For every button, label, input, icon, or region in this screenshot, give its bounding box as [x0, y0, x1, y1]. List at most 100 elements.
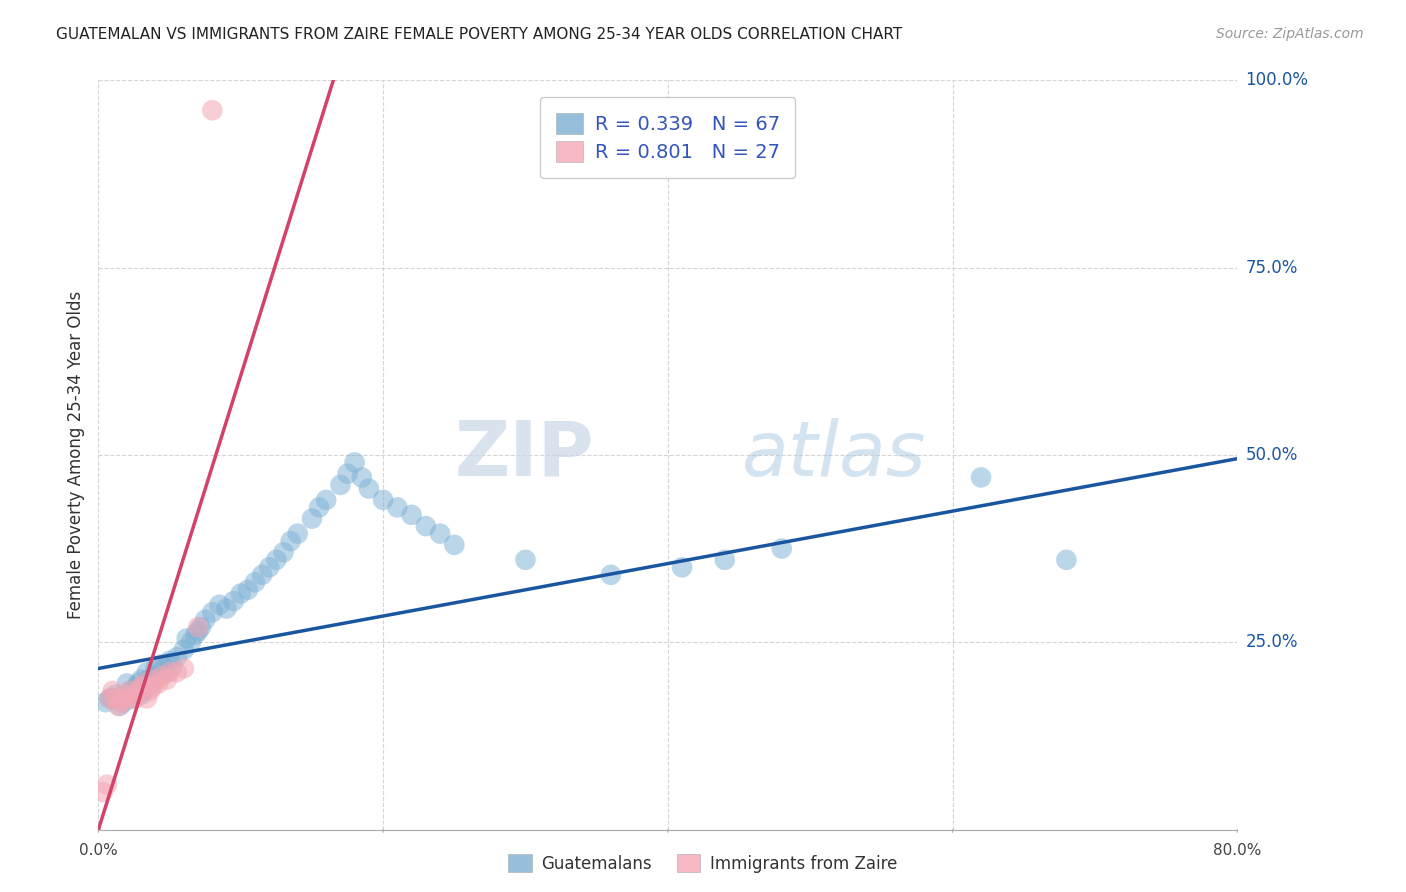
Point [201, 103, 224, 118]
Point [208, 598, 231, 612]
Point [98, 691, 121, 706]
Text: Source: ZipAtlas.com: Source: ZipAtlas.com [1216, 27, 1364, 41]
Point [671, 560, 693, 574]
Point [141, 676, 163, 690]
Point [145, 661, 167, 675]
Point [184, 628, 207, 642]
Point [159, 654, 181, 668]
Point [156, 673, 179, 687]
Point [141, 680, 163, 694]
Point [98, 691, 121, 706]
Point [401, 508, 423, 522]
Point [121, 691, 143, 706]
Point [118, 684, 141, 698]
Point [343, 455, 366, 469]
Point [121, 691, 143, 706]
Point [308, 500, 330, 515]
Point [336, 467, 359, 481]
Point [162, 659, 184, 673]
Point [115, 691, 138, 706]
Point [91, 785, 114, 799]
Point [148, 669, 170, 683]
Point [115, 676, 138, 690]
Point [132, 684, 155, 698]
Point [215, 601, 238, 615]
Point [770, 541, 793, 556]
Point [187, 624, 209, 638]
Text: 50.0%: 50.0% [1246, 446, 1298, 464]
Point [138, 684, 160, 698]
Point [229, 586, 252, 600]
Text: 80.0%: 80.0% [1213, 844, 1261, 858]
Point [1056, 553, 1078, 567]
Point [600, 567, 623, 582]
Point [415, 519, 437, 533]
Point [357, 482, 380, 496]
Point [107, 698, 129, 713]
Text: 75.0%: 75.0% [1246, 259, 1298, 277]
Point [110, 695, 132, 709]
Point [115, 688, 138, 702]
Point [150, 657, 173, 672]
Legend: R = 0.339   N = 67, R = 0.801   N = 27: R = 0.339 N = 67, R = 0.801 N = 27 [540, 97, 796, 178]
Legend: Guatemalans, Immigrants from Zaire: Guatemalans, Immigrants from Zaire [502, 847, 904, 880]
Point [315, 492, 337, 507]
Point [243, 575, 266, 590]
Point [194, 613, 217, 627]
Point [166, 650, 188, 665]
Point [112, 695, 135, 709]
Point [429, 526, 451, 541]
Point [190, 620, 212, 634]
Point [94, 695, 117, 709]
Point [222, 594, 245, 608]
Point [350, 470, 373, 484]
Point [129, 680, 152, 694]
Point [148, 676, 170, 690]
Point [101, 684, 124, 698]
Point [132, 676, 155, 690]
Point [166, 665, 188, 680]
Text: GUATEMALAN VS IMMIGRANTS FROM ZAIRE FEMALE POVERTY AMONG 25-34 YEAR OLDS CORRELA: GUATEMALAN VS IMMIGRANTS FROM ZAIRE FEMA… [56, 27, 903, 42]
Point [250, 567, 273, 582]
Point [104, 688, 127, 702]
Text: 100.0%: 100.0% [1246, 71, 1309, 89]
Point [136, 673, 159, 687]
Point [129, 688, 152, 702]
Point [173, 661, 195, 675]
Point [280, 534, 302, 549]
Point [127, 676, 149, 690]
Point [301, 511, 323, 525]
Point [135, 691, 157, 706]
Point [129, 673, 152, 687]
Point [180, 635, 202, 649]
Point [173, 642, 195, 657]
Point [135, 665, 157, 680]
Point [515, 553, 537, 567]
Point [145, 673, 167, 687]
Point [387, 500, 409, 515]
Text: 0.0%: 0.0% [79, 844, 118, 858]
Point [714, 553, 737, 567]
Point [101, 691, 124, 706]
Point [108, 698, 131, 713]
Point [104, 691, 127, 706]
Text: 25.0%: 25.0% [1246, 633, 1298, 651]
Point [373, 492, 395, 507]
Point [273, 545, 295, 559]
Point [201, 605, 224, 619]
Y-axis label: Female Poverty Among 25-34 Year Olds: Female Poverty Among 25-34 Year Olds [66, 291, 84, 619]
Point [970, 470, 993, 484]
Point [118, 684, 141, 698]
Point [159, 665, 181, 680]
Point [287, 526, 309, 541]
Point [329, 478, 352, 492]
Point [124, 691, 146, 706]
Text: ZIP: ZIP [454, 418, 593, 491]
Point [153, 661, 176, 675]
Text: atlas: atlas [742, 418, 927, 491]
Point [96, 778, 118, 792]
Point [259, 560, 281, 574]
Point [127, 684, 149, 698]
Point [124, 680, 146, 694]
Point [266, 553, 288, 567]
